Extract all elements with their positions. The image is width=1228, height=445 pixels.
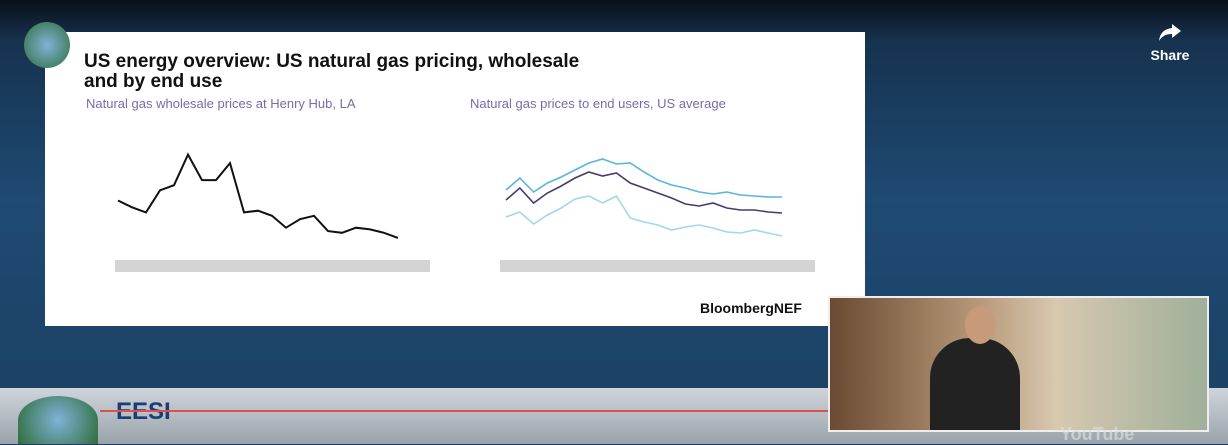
chart-title: Natural gas wholesale prices at Henry Hu… xyxy=(86,96,356,111)
slide-title: US energy overview: US natural gas prici… xyxy=(84,51,580,92)
share-button[interactable]: Share xyxy=(1150,22,1190,63)
share-label: Share xyxy=(1150,47,1190,63)
org-logo xyxy=(18,396,98,444)
video-title[interactable]: 2023 Sustainable Energy Factbook xyxy=(112,30,476,55)
speaker xyxy=(930,338,1020,430)
speaker-video xyxy=(828,296,1209,432)
channel-logo[interactable] xyxy=(24,22,70,68)
org-name: EESI xyxy=(116,398,171,425)
x-axis-text xyxy=(500,260,815,272)
slide xyxy=(45,32,865,326)
source-logo: BloombergNEF xyxy=(700,300,802,316)
progress-bar[interactable] xyxy=(100,410,840,412)
line xyxy=(117,152,399,239)
line xyxy=(505,194,783,237)
x-axis-labels xyxy=(115,260,815,272)
line xyxy=(505,171,783,214)
chart-title: Natural gas prices to end users, US aver… xyxy=(470,96,726,111)
x-axis-text xyxy=(115,260,430,272)
share-icon xyxy=(1159,24,1181,41)
youtube-logo[interactable]: YouTube xyxy=(1060,424,1135,444)
line xyxy=(505,158,782,198)
speaker-head xyxy=(965,306,995,344)
